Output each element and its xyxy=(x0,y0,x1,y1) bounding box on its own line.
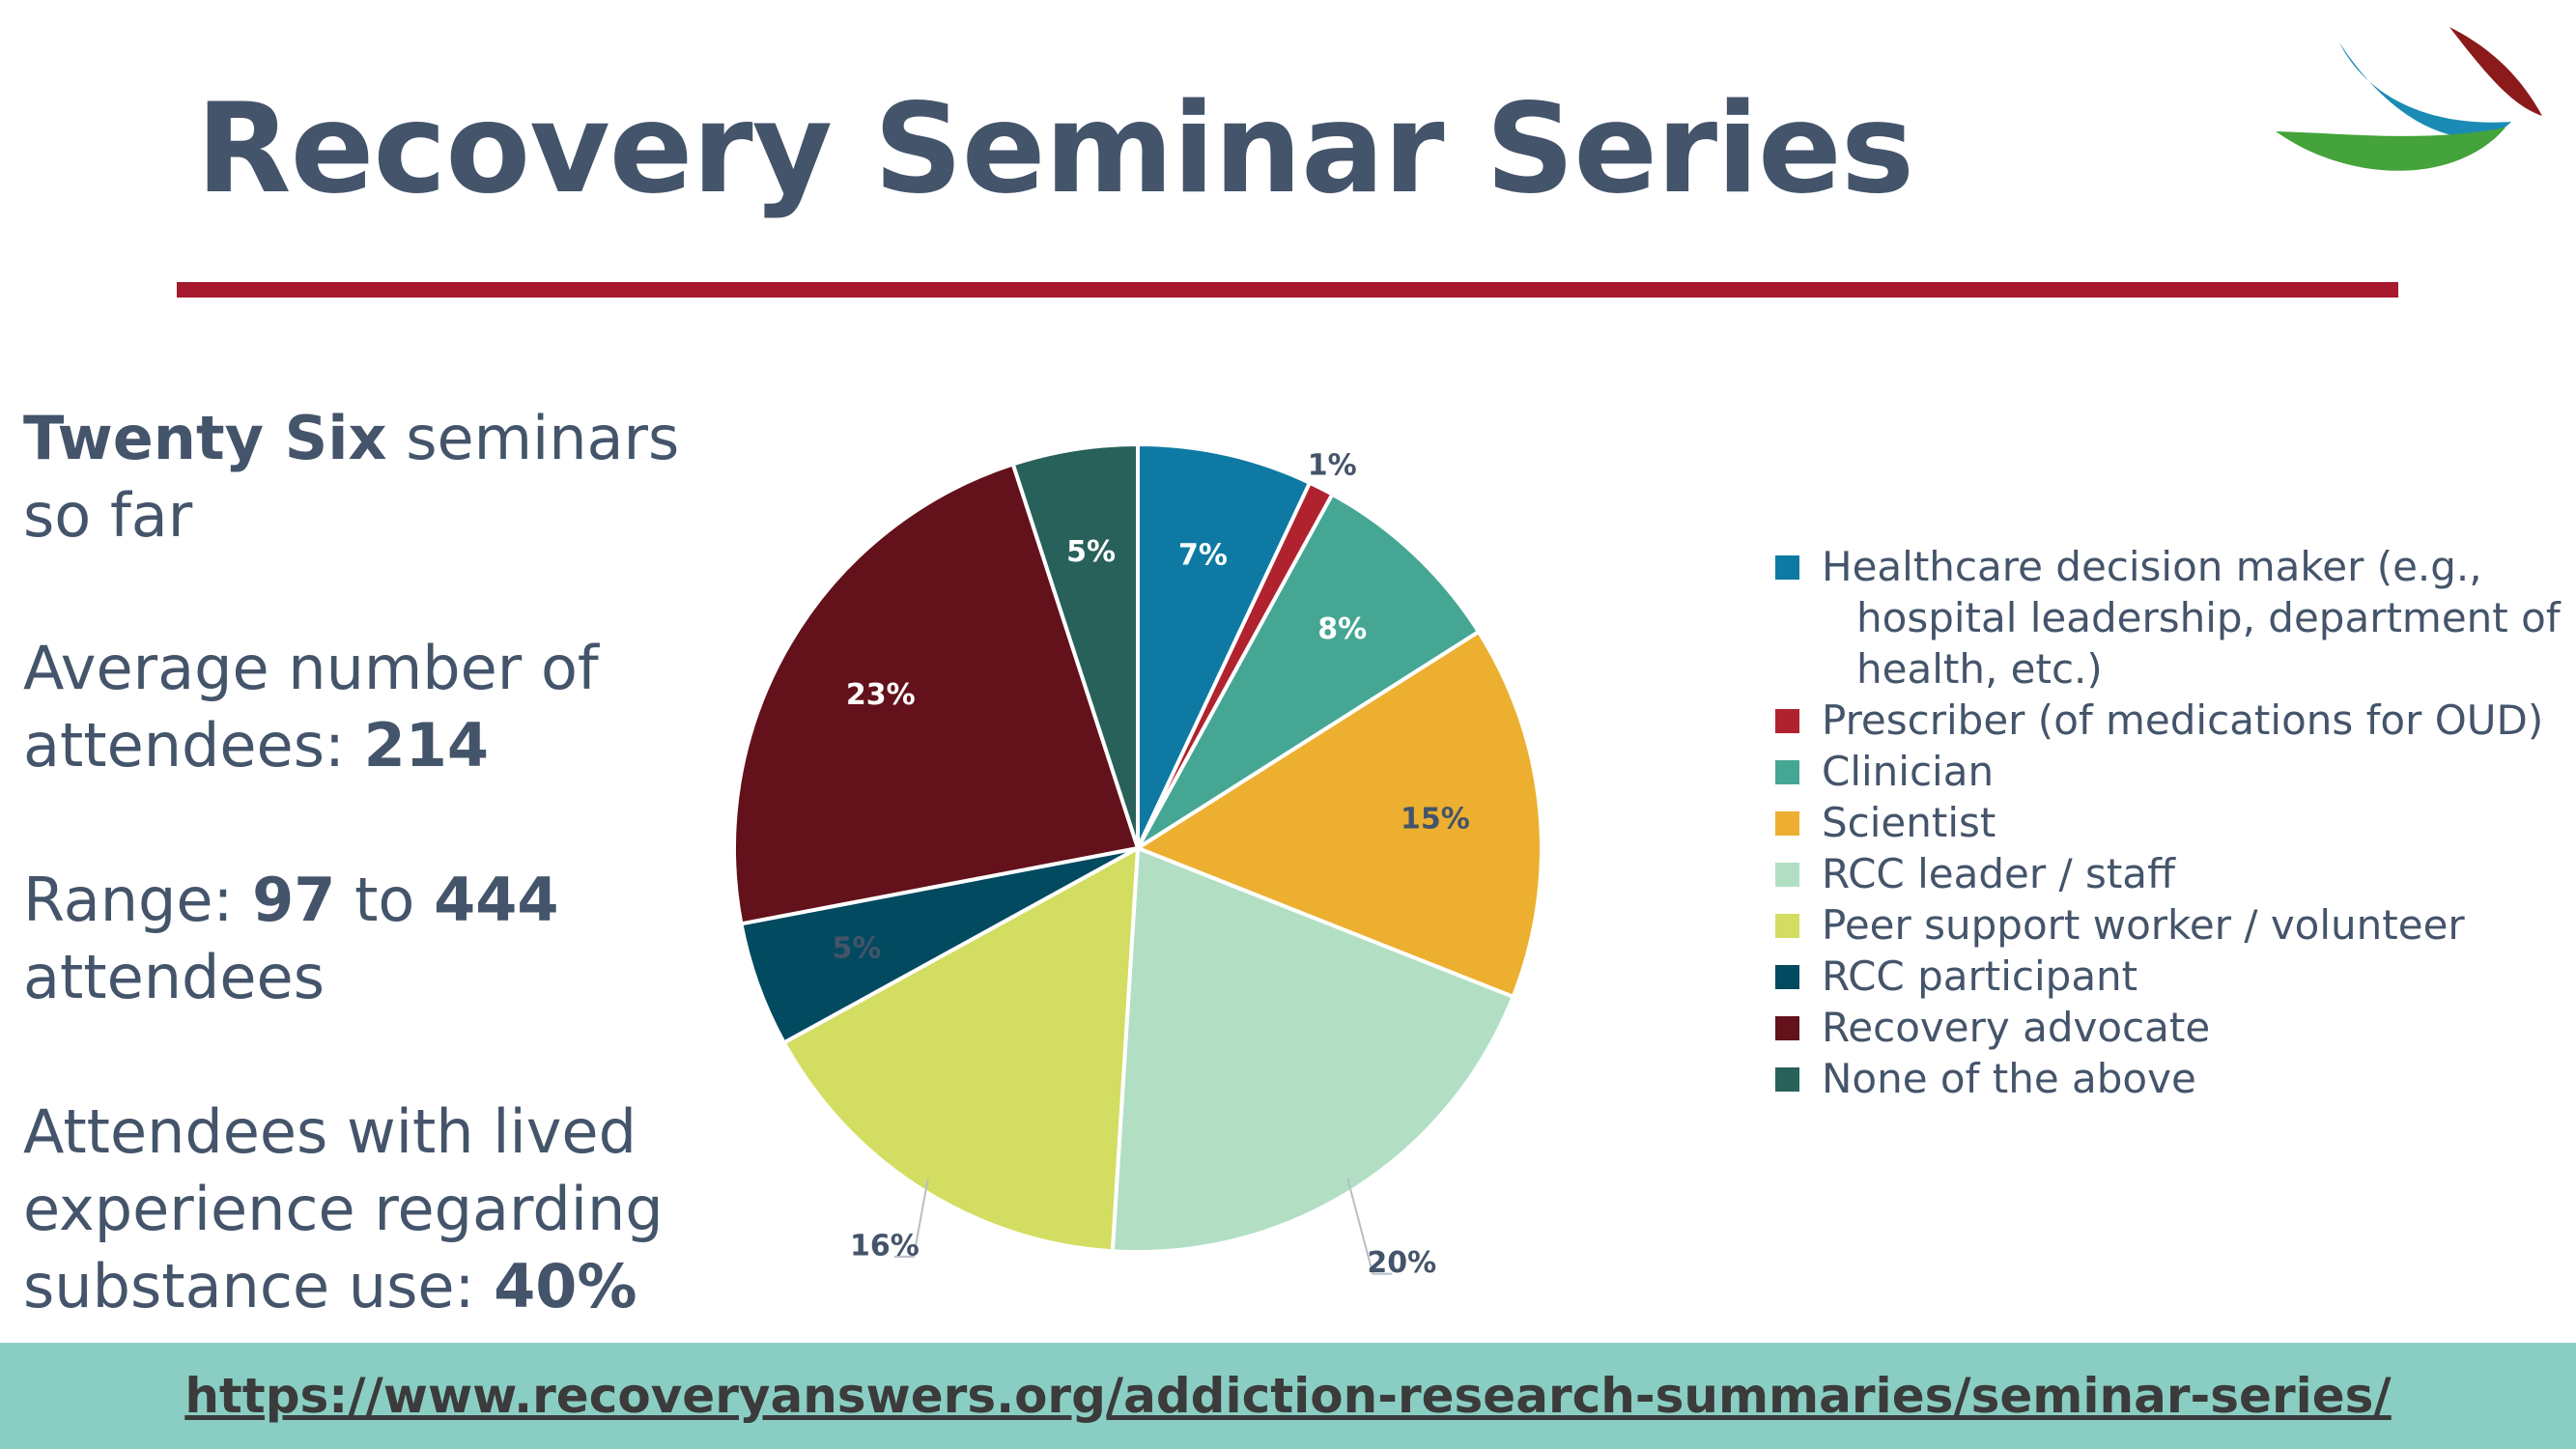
title-divider xyxy=(177,282,2398,298)
stat-lived-experience: Attendees with lived experience regardin… xyxy=(23,1096,664,1321)
legend-label: Clinician xyxy=(1822,748,1995,795)
slide-title: Recovery Seminar Series xyxy=(196,77,1914,221)
pie-slice-none-of-the-above xyxy=(1010,441,1140,849)
legend-swatch xyxy=(1775,760,1799,784)
legend-item-peer-support-worker-volunteer: Peer support worker / volunteer xyxy=(1775,899,2567,951)
legend-swatch xyxy=(1775,811,1799,836)
legend-item-recovery-advocate: Recovery advocate xyxy=(1775,1002,2567,1053)
data-label: 15% xyxy=(1401,802,1470,836)
legend-swatch xyxy=(1775,965,1799,989)
legend-swatch xyxy=(1775,914,1799,938)
logo-green-leaf xyxy=(2276,128,2505,171)
seminar-series-link[interactable]: https://www.recoveryanswers.org/addictio… xyxy=(184,1368,2392,1424)
data-label: 1% xyxy=(1308,449,1357,483)
stat-attendee-range: Range: 97 to 444 attendees xyxy=(23,865,559,1012)
logo-blue-leaf xyxy=(2339,43,2511,138)
data-label: 5% xyxy=(1066,535,1116,569)
data-label: 5% xyxy=(833,931,882,965)
stat-average-attendees: Average number of attendees: 214 xyxy=(23,633,599,781)
legend-item-rcc-participant: RCC participant xyxy=(1775,951,2567,1002)
pie-slice-healthcare-decision-maker-e-g-hospital-l xyxy=(1136,441,1313,849)
legend-label: Scientist xyxy=(1822,799,1996,846)
legend-label: None of the above xyxy=(1822,1055,2196,1102)
data-label: 7% xyxy=(1178,539,1228,573)
legend-item-prescriber-of-medications-for-oud: Prescriber (of medications for OUD) xyxy=(1775,695,2567,746)
pie-slice-scientist xyxy=(1133,629,1543,1000)
legend-label: Recovery advocate xyxy=(1822,1004,2211,1051)
data-label: 16% xyxy=(850,1229,920,1263)
pie-slice-peer-support-worker-volunteer xyxy=(780,844,1141,1254)
chart-legend: Healthcare decision maker (e.g., hospita… xyxy=(1775,541,2567,1104)
legend-item-scientist: Scientist xyxy=(1775,797,2567,848)
pie-slice-clinician xyxy=(1136,491,1482,850)
legend-item-none-of-the-above: None of the above xyxy=(1775,1053,2567,1104)
legend-label: RCC leader / staff xyxy=(1822,850,2175,897)
legend-swatch xyxy=(1775,555,1799,580)
legend-label: Healthcare decision maker (e.g., hospita… xyxy=(1822,543,2561,693)
pie-slice-rcc-leader-staff xyxy=(1110,845,1516,1254)
footer-band: https://www.recoveryanswers.org/addictio… xyxy=(0,1343,2576,1449)
data-label: 23% xyxy=(846,678,916,712)
legend-swatch xyxy=(1775,1016,1799,1040)
data-label: 8% xyxy=(1317,612,1367,646)
recovery-research-institute-logo-icon xyxy=(2276,27,2542,171)
legend-label: Prescriber (of medications for OUD) xyxy=(1822,696,2544,744)
data-label: 20% xyxy=(1367,1246,1436,1280)
leader-line xyxy=(1346,1179,1393,1275)
legend-label: Peer support worker / volunteer xyxy=(1822,901,2465,949)
leader-line xyxy=(893,1179,929,1258)
legend-item-healthcare-decision-maker-e-g-hospital-l: Healthcare decision maker (e.g., hospita… xyxy=(1775,541,2567,695)
legend-swatch xyxy=(1775,709,1799,733)
logo-red-leaf xyxy=(2449,27,2542,116)
stat-seminar-count: Twenty Six seminars so far xyxy=(23,403,680,551)
legend-swatch xyxy=(1775,1067,1799,1092)
pie-slice-recovery-advocate xyxy=(732,461,1141,926)
legend-item-clinician: Clinician xyxy=(1775,746,2567,797)
legend-item-rcc-leader-staff: RCC leader / staff xyxy=(1775,848,2567,899)
legend-label: RCC participant xyxy=(1822,952,2138,1000)
legend-swatch xyxy=(1775,863,1799,887)
